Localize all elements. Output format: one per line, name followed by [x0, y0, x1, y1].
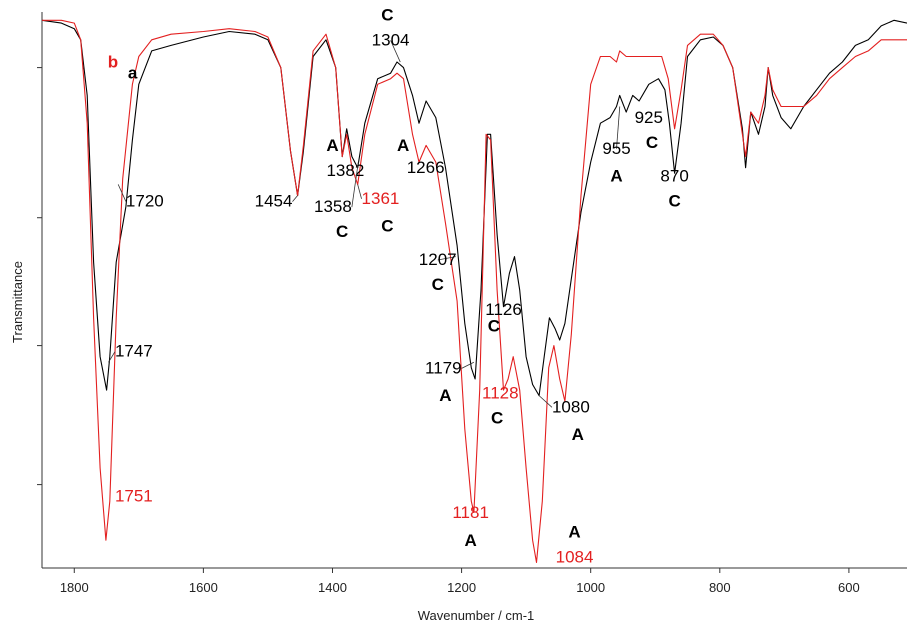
band-assignment-label: C	[488, 317, 500, 336]
x-tick-label: 1800	[60, 580, 89, 595]
series-line-a	[41, 19, 907, 397]
series-label: b	[108, 53, 118, 72]
band-assignment-label: A	[568, 522, 580, 541]
peak-label: 1720	[126, 192, 164, 211]
x-tick-label: 1200	[447, 580, 476, 595]
annotation-leader	[461, 361, 475, 369]
band-assignment-label: A	[397, 136, 409, 155]
band-assignment-label: C	[381, 5, 393, 24]
band-assignment-label: C	[491, 408, 503, 427]
peak-label: 925	[635, 108, 663, 127]
peak-label: 870	[660, 167, 688, 186]
peak-label: 1266	[407, 158, 445, 177]
x-tick-label: 1600	[189, 580, 218, 595]
series-label: a	[128, 64, 138, 83]
peak-label: 1080	[552, 397, 590, 416]
x-tick-label: 800	[709, 580, 731, 595]
peak-label: 1747	[115, 342, 153, 361]
chart-axes: 1800 1600 1400 1200 1000 800 600	[37, 12, 907, 595]
peak-label: 1179	[425, 358, 462, 377]
x-tick-label: 1400	[318, 580, 347, 595]
x-axis-title: Wavenumber / cm-1	[418, 608, 535, 623]
band-assignment-label: C	[668, 192, 680, 211]
series-line-b	[42, 19, 907, 563]
peak-label: 1084	[556, 547, 594, 566]
x-tick-label: 600	[838, 580, 860, 595]
annotation-leader	[538, 395, 553, 408]
peak-label: 1358	[314, 197, 352, 216]
band-assignment-label: A	[464, 531, 476, 550]
band-assignment-label: C	[646, 133, 658, 152]
band-assignment-label: A	[610, 167, 622, 186]
band-assignment-label: C	[381, 217, 393, 236]
annotation-leader	[357, 184, 362, 199]
peak-label: 1181	[452, 503, 489, 522]
annotation-leader	[117, 184, 127, 202]
annotation-leader	[437, 256, 456, 261]
peak-label: 1126	[485, 300, 522, 319]
peak-label: 1361	[362, 189, 400, 208]
annotation-layer: ba 1720 1747 1751 1454 A 1382 1358 C 1361 C C 1304 A 1…	[108, 5, 689, 566]
band-assignment-label: A	[326, 136, 338, 155]
annotation-leader	[390, 40, 401, 63]
series-layer	[41, 19, 907, 563]
band-assignment-label: C	[432, 275, 444, 294]
band-assignment-label: C	[336, 222, 348, 241]
peak-label: 1454	[255, 192, 293, 211]
annotation-leader	[351, 162, 359, 208]
y-axis-title: Transmittance	[10, 261, 25, 343]
x-tick-label: 1000	[576, 580, 605, 595]
peak-label: 955	[602, 139, 630, 158]
peak-label: 1382	[326, 161, 364, 180]
peak-label: 1304	[372, 30, 410, 49]
peak-label: 1751	[115, 486, 153, 505]
band-assignment-label: A	[439, 386, 451, 405]
annotation-leader	[616, 106, 621, 149]
peak-label: 1128	[482, 383, 519, 402]
peak-label: 1207	[419, 250, 457, 269]
band-assignment-label: A	[572, 425, 584, 444]
annotation-leader	[292, 195, 298, 202]
annotation-leader	[108, 351, 116, 363]
